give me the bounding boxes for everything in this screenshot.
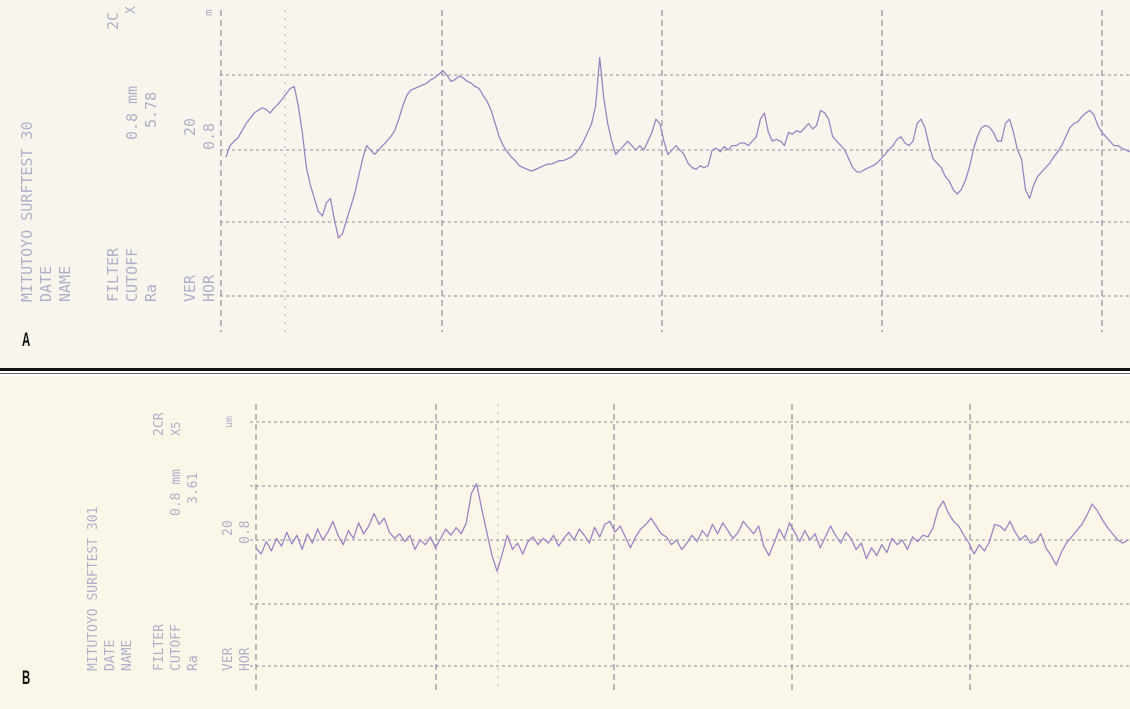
instrument-label: MITUTOYO SURFTEST 30 — [18, 121, 36, 302]
date-label: DATE — [103, 640, 118, 671]
hor-value: 0.8 — [238, 521, 253, 544]
panel-label-a: A — [22, 330, 31, 351]
panel-label-b: B — [22, 668, 31, 689]
magnification-value: X5 — [169, 422, 183, 436]
header-block-b: MITUTOYO SURFTEST 301 DATE NAME FILTER C… — [86, 412, 253, 671]
cutoff-label: CUTOFF — [169, 624, 184, 671]
cutoff-value: 0.8 mm — [123, 86, 141, 140]
chart-panel-a: MITUTOYO SURFTEST 30 DATE NAME FILTER CU… — [0, 0, 1130, 368]
instrument-label: MITUTOYO SURFTEST 301 — [86, 507, 101, 671]
header-block-a: MITUTOYO SURFTEST 30 DATE NAME FILTER CU… — [18, 6, 218, 302]
panel-separator-thin — [0, 373, 1130, 374]
profile-trace-line — [255, 483, 1129, 572]
cutoff-label: CUTOFF — [123, 248, 141, 302]
ver-label: VER — [181, 274, 199, 302]
ver-value: 20 — [181, 118, 199, 136]
hor-value: 0.8 — [200, 123, 218, 150]
trace-b — [255, 483, 1129, 572]
chart-panel-b: MITUTOYO SURFTEST 301 DATE NAME FILTER C… — [0, 376, 1130, 709]
unit-value: um — [224, 416, 235, 428]
filter-label: FILTER — [152, 624, 167, 671]
ver-value: 20 — [221, 520, 236, 536]
filter-value: 2C — [104, 12, 122, 30]
profile-chart-b: MITUTOYO SURFTEST 301 DATE NAME FILTER C… — [86, 404, 1130, 691]
date-label: DATE — [37, 266, 55, 302]
ra-value: 5.78 — [142, 92, 160, 128]
ra-label: Ra — [142, 284, 160, 302]
panel-separator — [0, 368, 1130, 371]
ver-label: VER — [221, 647, 236, 671]
filter-value: 2CR — [152, 412, 167, 436]
hor-label: HOR — [238, 647, 253, 671]
magnification-value: X — [124, 6, 139, 14]
grid-a — [220, 10, 1130, 332]
ra-value: 3.61 — [186, 473, 201, 504]
grid-b — [250, 404, 1130, 691]
trace-a — [225, 56, 1130, 239]
name-label: NAME — [56, 266, 74, 302]
profile-trace-line — [225, 56, 1130, 239]
name-label: NAME — [120, 640, 135, 671]
ra-label: Ra — [186, 655, 201, 671]
unit-value: m — [202, 9, 215, 16]
profile-chart-a: MITUTOYO SURFTEST 30 DATE NAME FILTER CU… — [18, 6, 1130, 332]
filter-label: FILTER — [104, 247, 122, 302]
cutoff-value: 0.8 mm — [169, 469, 184, 516]
hor-label: HOR — [200, 274, 218, 302]
